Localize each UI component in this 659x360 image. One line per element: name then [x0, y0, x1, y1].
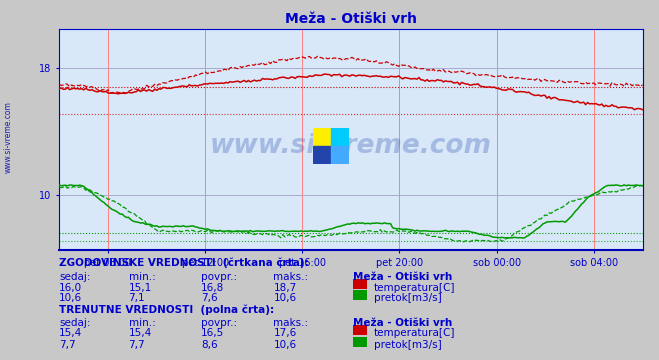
Text: 7,7: 7,7	[59, 340, 76, 350]
Text: pretok[m3/s]: pretok[m3/s]	[374, 293, 442, 303]
Text: 16,8: 16,8	[201, 283, 224, 293]
Text: 7,1: 7,1	[129, 293, 145, 303]
Text: maks.:: maks.:	[273, 272, 308, 282]
Bar	[313, 146, 331, 164]
Text: www.si-vreme.com: www.si-vreme.com	[210, 133, 492, 159]
Text: 16,0: 16,0	[59, 283, 82, 293]
Text: povpr.:: povpr.:	[201, 318, 237, 328]
Text: ZGODOVINSKE VREDNOSTI  (črtkana črta):: ZGODOVINSKE VREDNOSTI (črtkana črta):	[59, 257, 309, 268]
Text: 7,6: 7,6	[201, 293, 217, 303]
Text: Meža - Otiški vrh: Meža - Otiški vrh	[353, 272, 452, 282]
Text: povpr.:: povpr.:	[201, 272, 237, 282]
Text: temperatura[C]: temperatura[C]	[374, 328, 455, 338]
Text: 10,6: 10,6	[273, 293, 297, 303]
Text: www.si-vreme.com: www.si-vreme.com	[3, 101, 13, 173]
Text: 10,6: 10,6	[59, 293, 82, 303]
Text: temperatura[C]: temperatura[C]	[374, 283, 455, 293]
Text: 7,7: 7,7	[129, 340, 145, 350]
Text: min.:: min.:	[129, 318, 156, 328]
Bar	[331, 128, 349, 146]
Text: 10,6: 10,6	[273, 340, 297, 350]
Text: sedaj:: sedaj:	[59, 318, 91, 328]
Text: pretok[m3/s]: pretok[m3/s]	[374, 340, 442, 350]
Text: 15,4: 15,4	[59, 328, 82, 338]
Text: 17,6: 17,6	[273, 328, 297, 338]
Text: 18,7: 18,7	[273, 283, 297, 293]
Text: min.:: min.:	[129, 272, 156, 282]
Bar	[313, 128, 331, 146]
Text: sedaj:: sedaj:	[59, 272, 91, 282]
Text: 16,5: 16,5	[201, 328, 224, 338]
Text: 8,6: 8,6	[201, 340, 217, 350]
Text: Meža - Otiški vrh: Meža - Otiški vrh	[353, 318, 452, 328]
Title: Meža - Otiški vrh: Meža - Otiški vrh	[285, 12, 417, 26]
Text: TRENUTNE VREDNOSTI  (polna črta):: TRENUTNE VREDNOSTI (polna črta):	[59, 304, 274, 315]
Bar	[331, 146, 349, 164]
Text: 15,1: 15,1	[129, 283, 152, 293]
Text: 15,4: 15,4	[129, 328, 152, 338]
Text: maks.:: maks.:	[273, 318, 308, 328]
